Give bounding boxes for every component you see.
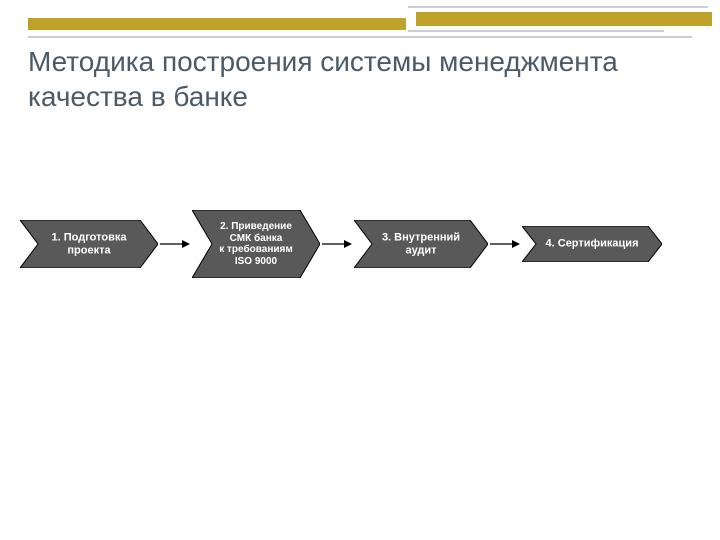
flow-step: 1. Подготовкапроекта [20, 220, 158, 268]
arrow-icon [322, 238, 352, 250]
grey-line [408, 30, 664, 32]
flow-step-label: 4. Сертификация [538, 238, 646, 251]
flow-step-label: 2. ПриведениеСМК банкак требованиямISO 9… [214, 221, 298, 267]
flow-step: 3. Внутреннийаудит [354, 220, 488, 268]
flow-step: 4. Сертификация [522, 226, 662, 262]
gold-bar [416, 12, 712, 26]
arrow-icon [160, 238, 190, 250]
page-title: Методика построения системы менеджмента … [28, 44, 692, 114]
header-decoration [0, 0, 720, 36]
flow-step-label: 3. Внутреннийаудит [374, 231, 468, 256]
process-flow: 1. Подготовкапроекта 2. ПриведениеСМК бан… [20, 204, 700, 284]
gold-bar [28, 18, 406, 30]
grey-line [408, 6, 708, 8]
flow-step-label: 1. Подготовкапроекта [40, 231, 138, 256]
grey-line [28, 36, 692, 38]
arrow-icon [490, 238, 520, 250]
flow-step: 2. ПриведениеСМК банкак требованиямISO 9… [192, 210, 320, 278]
